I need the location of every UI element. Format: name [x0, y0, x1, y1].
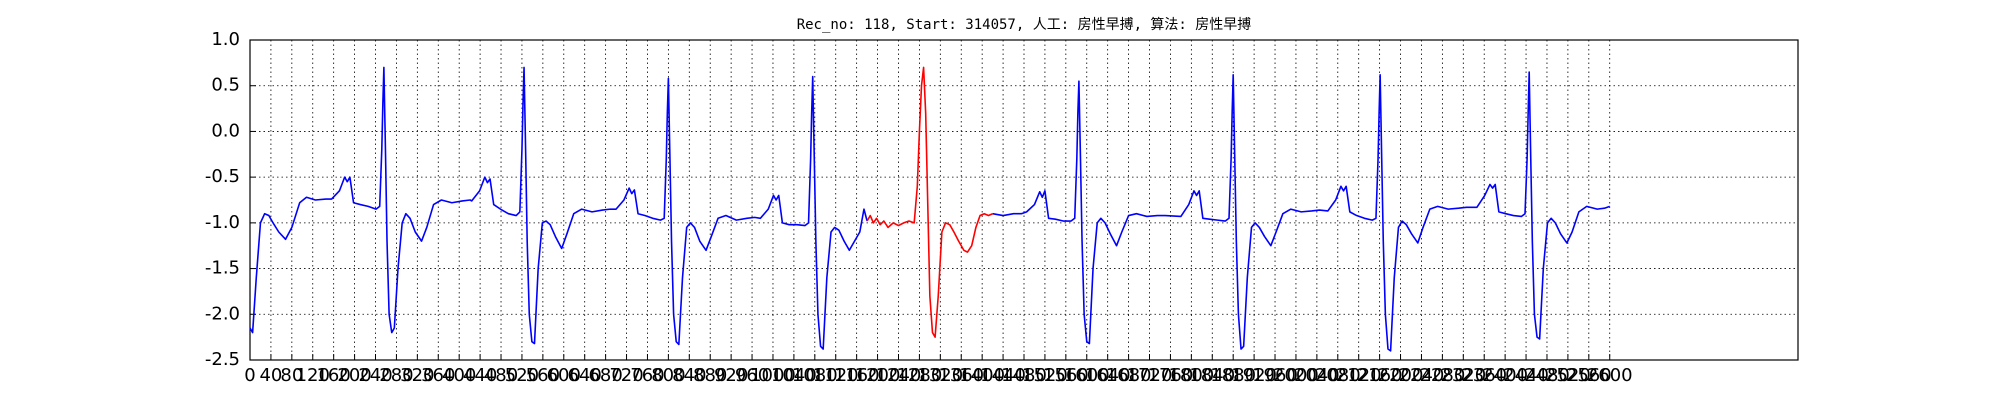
- x-tick-label: 600: [547, 365, 581, 386]
- x-tick-label: 1920: [1231, 365, 1277, 386]
- y-tick-label: 1.0: [211, 29, 240, 50]
- x-tick-label: 360: [421, 365, 455, 386]
- x-tick-label: 80: [280, 365, 303, 386]
- x-tick-label: 1000: [750, 365, 796, 386]
- x-tick-label: 2480: [1524, 365, 1570, 386]
- x-tick-label: 2400: [1482, 365, 1528, 386]
- ecg-line: [866, 66, 993, 338]
- x-tick-label: 1760: [1148, 365, 1194, 386]
- x-tick-label: 2200: [1378, 365, 1424, 386]
- x-tick-label: 2320: [1440, 365, 1486, 386]
- x-tick-label: 1160: [834, 365, 880, 386]
- x-tick-label: 1320: [917, 365, 963, 386]
- x-tick-label: 240: [358, 365, 392, 386]
- x-tick-label: 120: [296, 365, 330, 386]
- x-tick-label: 40: [259, 365, 282, 386]
- x-tick-label: 320: [400, 365, 434, 386]
- x-tick-label: 1360: [938, 365, 984, 386]
- x-tick-label: 1680: [1106, 365, 1152, 386]
- y-tick-label: -2.0: [205, 303, 240, 324]
- x-tick-label: 160: [316, 365, 350, 386]
- x-tick-label: 480: [484, 365, 518, 386]
- x-tick-label: 1960: [1252, 365, 1298, 386]
- x-tick-label: 0: [244, 365, 255, 386]
- x-tick-label: 760: [630, 365, 664, 386]
- x-tick-label: 920: [714, 365, 748, 386]
- x-tick-label: 2520: [1545, 365, 1591, 386]
- x-tick-label: 1800: [1168, 365, 1214, 386]
- x-tick-label: 2440: [1503, 365, 1549, 386]
- x-tick-label: 960: [735, 365, 769, 386]
- y-tick-label: 0.5: [211, 75, 240, 96]
- x-tick-label: 520: [505, 365, 539, 386]
- y-tick-label: 0.0: [211, 120, 240, 141]
- x-tick-label: 280: [379, 365, 413, 386]
- x-tick-label: 840: [672, 365, 706, 386]
- x-tick-label: 1840: [1189, 365, 1235, 386]
- x-tick-label: 2080: [1315, 365, 1361, 386]
- x-tick-label: 1400: [959, 365, 1005, 386]
- ecg-line: [249, 66, 1610, 352]
- x-tick-label: 1600: [1064, 365, 1110, 386]
- x-tick-label: 2280: [1419, 365, 1465, 386]
- x-tick-label: 1240: [876, 365, 922, 386]
- x-tick-label: 560: [526, 365, 560, 386]
- y-tick-label: -0.5: [205, 166, 240, 187]
- x-tick-label: 1520: [1022, 365, 1068, 386]
- x-tick-label: 1040: [771, 365, 817, 386]
- chart-title: Rec_no: 118, Start: 314057, 人工: 房性早搏, 算法…: [797, 16, 1252, 33]
- x-tick-label: 2160: [1357, 365, 1403, 386]
- x-tick-label: 2560: [1566, 365, 1612, 386]
- plot-frame: [249, 39, 1799, 361]
- x-tick-label: 1720: [1127, 365, 1173, 386]
- x-tick-label: 200: [337, 365, 371, 386]
- y-tick-label: -1.0: [205, 212, 240, 233]
- x-tick-label: 1080: [792, 365, 838, 386]
- x-tick-label: 1440: [980, 365, 1026, 386]
- x-tick-label: 2040: [1294, 365, 1340, 386]
- x-tick-label: 1200: [855, 365, 901, 386]
- x-tick-label: 720: [609, 365, 643, 386]
- x-tick-label: 400: [442, 365, 476, 386]
- x-tick-label: 2120: [1336, 365, 1382, 386]
- x-tick-label: 2360: [1461, 365, 1507, 386]
- x-tick-label: 1480: [1001, 365, 1047, 386]
- x-tick-label: 640: [568, 365, 602, 386]
- x-tick-label: 880: [693, 365, 727, 386]
- x-tick-label: 680: [588, 365, 622, 386]
- x-tick-label: 2600: [1587, 365, 1633, 386]
- x-tick-label: 1640: [1085, 365, 1131, 386]
- y-tick-label: -1.5: [205, 258, 240, 279]
- x-tick-label: 1560: [1043, 365, 1089, 386]
- y-tick-label: -2.5: [205, 349, 240, 370]
- x-tick-label: 1880: [1210, 365, 1256, 386]
- x-tick-label: 800: [651, 365, 685, 386]
- x-tick-label: 2240: [1399, 365, 1445, 386]
- x-tick-label: 1280: [896, 365, 942, 386]
- x-tick-label: 2000: [1273, 365, 1319, 386]
- x-tick-label: 1120: [813, 365, 859, 386]
- x-tick-label: 440: [463, 365, 497, 386]
